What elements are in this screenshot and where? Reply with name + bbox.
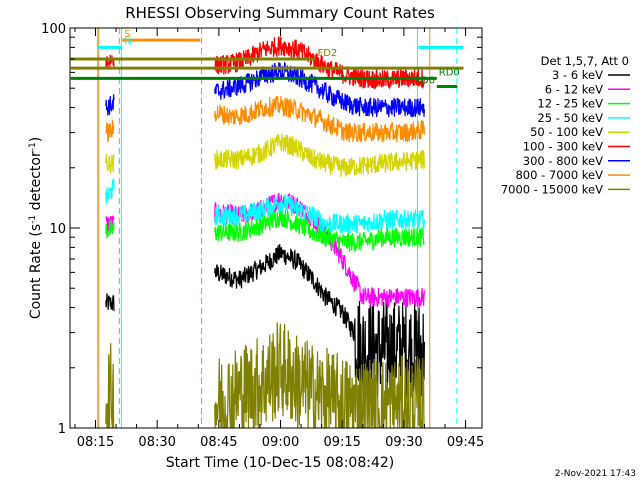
series-4-trace-0 [105, 153, 115, 174]
series-7 [105, 95, 425, 144]
legend-label-5: 100 - 300 keV [523, 140, 603, 154]
legend-label-8: 7000 - 15000 keV [501, 182, 603, 196]
x-tick-label-0: 08:15 [77, 435, 114, 450]
y-label-mid: detector [28, 151, 44, 215]
plot-area [70, 28, 464, 428]
series-6-trace-1 [214, 61, 425, 118]
legend-label-7: 800 - 7000 keV [515, 168, 603, 182]
series-2-trace-0 [105, 218, 115, 239]
y-tick-label-0: 1 [58, 422, 66, 437]
series-2 [105, 208, 425, 252]
x-tick-label-3: 09:00 [262, 435, 299, 450]
series-8-trace-0 [105, 343, 115, 428]
x-tick-label-6: 09:45 [447, 435, 484, 450]
y-axis: 1 10 100 [41, 22, 482, 437]
x-axis: 08:15 08:30 08:45 09:00 09:15 09:30 09:45 [74, 28, 484, 450]
legend-label-6: 300 - 800 keV [523, 154, 603, 168]
flag-label-1: N [124, 36, 131, 47]
y-tick-label-1: 10 [49, 222, 66, 237]
legend-label-2: 12 - 25 keV [537, 97, 603, 111]
series-2-trace-1 [214, 208, 425, 252]
x-tick-label-1: 08:30 [138, 435, 175, 450]
flag-label-0: S [124, 29, 130, 40]
y-axis-label: Count Rate (s-1 detector-1) [28, 137, 44, 319]
series-5-trace-0 [105, 54, 115, 69]
series-7-trace-1 [214, 95, 425, 143]
series-3 [105, 178, 425, 234]
timestamp: 2-Nov-2021 17:43 [555, 469, 636, 479]
legend-label-0: 3 - 6 keV [552, 68, 603, 82]
legend-label-3: 25 - 50 keV [537, 111, 603, 125]
x-tick-label-4: 09:15 [323, 435, 360, 450]
x-tick-label-5: 09:30 [385, 435, 422, 450]
series-6-trace-0 [105, 94, 115, 116]
series-8 [105, 322, 425, 428]
y-tick-label-2: 100 [41, 22, 66, 37]
legend-label-1: 6 - 12 keV [545, 82, 603, 96]
series-4 [105, 133, 425, 178]
chart-title: RHESSI Observing Summary Count Rates [125, 4, 435, 22]
series-3-trace-0 [105, 178, 115, 205]
x-tick-label-2: 08:45 [200, 435, 237, 450]
y-label-sup1: -1 [28, 215, 38, 224]
y-label-main: Count Rate (s [28, 224, 44, 319]
series-3-trace-1 [214, 194, 425, 234]
series-8-trace-1 [214, 322, 425, 428]
legend-label-4: 50 - 100 keV [530, 125, 603, 139]
flag-label-5: RD0 [439, 67, 460, 78]
y-label-sup2: -1 [28, 142, 38, 151]
flag-label-3: FD2 [317, 48, 337, 59]
series-7-trace-0 [105, 118, 115, 144]
y-label-end: ) [28, 137, 44, 142]
legend-title: Det 1,5,7, Att 0 [541, 54, 629, 68]
flag-label-6: RD0 [414, 75, 435, 86]
series-6 [105, 61, 425, 118]
x-axis-label: Start Time (10-Dec-15 08:08:42) [166, 455, 394, 471]
series-4-trace-1 [214, 133, 425, 178]
series-0-trace-0 [105, 293, 115, 312]
